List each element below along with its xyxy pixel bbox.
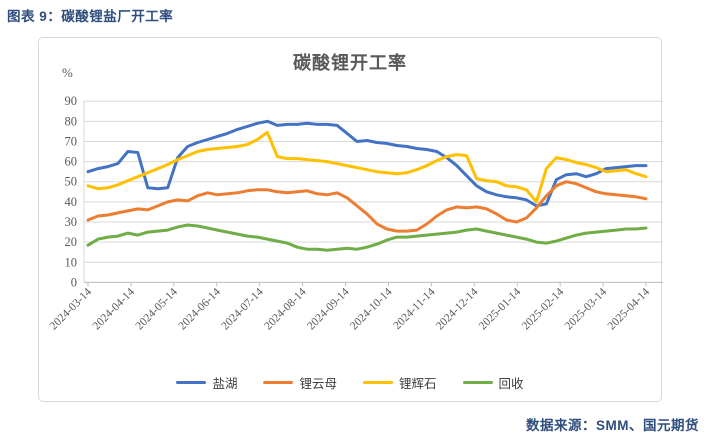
legend-item-回收: 回收	[462, 373, 524, 392]
series-line-回收	[86, 223, 648, 252]
x-tick-label-2024-12-14: 2024-12-14	[434, 286, 481, 333]
y-tick-label-70: 70	[65, 134, 78, 148]
legend-swatch-盐湖	[176, 380, 207, 385]
legend-item-锂辉石: 锂辉石	[363, 373, 437, 392]
y-tick-label-60: 60	[65, 155, 78, 169]
legend-label-锂辉石: 锂辉石	[399, 377, 437, 391]
y-tick-label-40: 40	[65, 195, 78, 209]
figure-label: 图表 9：碳酸锂盐厂开工率	[7, 9, 174, 24]
x-tick-label-2024-08-14: 2024-08-14	[262, 286, 309, 333]
x-tick-label-2024-05-14: 2024-05-14	[134, 286, 181, 333]
legend-label-回收: 回收	[498, 377, 524, 391]
x-tick-label-2024-11-14: 2024-11-14	[391, 286, 437, 332]
y-tick-label-30: 30	[65, 215, 78, 229]
chart-title: 碳酸锂开工率	[293, 53, 407, 73]
legend-swatch-回收	[462, 380, 493, 385]
y-tick-label-0: 0	[71, 275, 77, 289]
x-tick-label-2025-03-14: 2025-03-14	[563, 286, 610, 333]
x-tick-label-2025-01-14: 2025-01-14	[477, 286, 524, 333]
legend-item-锂云母: 锂云母	[263, 373, 337, 392]
y-tick-label-50: 50	[65, 175, 78, 189]
legend-label-盐湖: 盐湖	[212, 377, 238, 391]
legend-label-锂云母: 锂云母	[299, 377, 337, 391]
x-tick-label-2024-07-14: 2024-07-14	[219, 286, 266, 333]
series-line-锂辉石	[86, 130, 648, 204]
series-line-锂云母	[86, 180, 648, 233]
x-tick-label-2025-02-14: 2025-02-14	[520, 286, 567, 333]
chart-legend: 盐湖 锂云母 锂辉石 回收	[39, 373, 661, 392]
legend-swatch-锂辉石	[363, 380, 393, 385]
y-tick-label-80: 80	[65, 114, 78, 128]
y-tick-label-90: 90	[65, 94, 78, 108]
x-tick-label-2024-04-14: 2024-04-14	[91, 286, 138, 333]
line-chart-plot: 90807060504030201002024-03-142024-04-142…	[48, 94, 663, 333]
y-tick-label-20: 20	[65, 235, 78, 249]
x-tick-label-2024-10-14: 2024-10-14	[348, 286, 395, 333]
y-axis-unit-label: %	[62, 65, 73, 80]
x-tick-label-2024-03-14: 2024-03-14	[48, 286, 95, 333]
y-tick-label-10: 10	[65, 255, 78, 269]
chart-container: 碳酸锂开工率 % 90 80 70 60 50 40 30 20 10 0 2024-03-14 20…	[38, 37, 663, 402]
x-tick-label-2024-09-14: 2024-09-14	[305, 286, 352, 333]
legend-item-盐湖: 盐湖	[176, 373, 237, 392]
legend-swatch-锂云母	[263, 380, 294, 385]
x-tick-label-2025-04-14: 2025-04-14	[606, 286, 653, 333]
data-source-note: 数据来源：SMM、国元期货	[526, 418, 699, 433]
x-tick-label-2024-06-14: 2024-06-14	[176, 286, 223, 333]
